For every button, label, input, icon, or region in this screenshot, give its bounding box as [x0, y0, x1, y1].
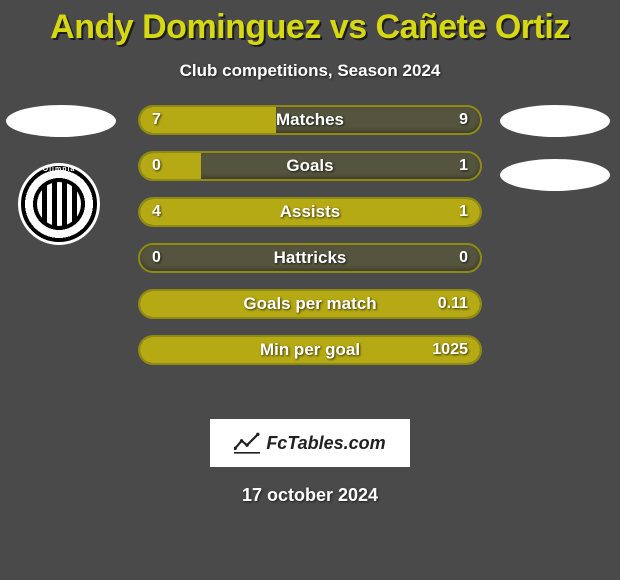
site-logo[interactable]: FcTables.com — [210, 419, 410, 467]
site-logo-text: FcTables.com — [266, 433, 385, 454]
stat-value-left: 7 — [152, 107, 161, 133]
stat-bar: 0 0Hattricks — [138, 243, 482, 273]
comparison-arena: Olimpia 79Matches01Goals41Assists00Hattr… — [0, 105, 620, 405]
comparison-subtitle: Club competitions, Season 2024 — [0, 61, 620, 81]
right-club-badge-placeholder — [500, 159, 610, 191]
left-club-name: Olimpia — [18, 166, 100, 173]
stat-value-right: 0.11 — [438, 291, 468, 317]
stat-value-right: 1 — [459, 153, 468, 179]
stat-bar-fill-left — [140, 153, 201, 179]
right-player-photo-placeholder — [500, 105, 610, 137]
comparison-title: Andy Dominguez vs Cañete Ortiz — [0, 0, 620, 47]
stat-bar-fill-left — [140, 199, 402, 225]
stat-label: Hattricks — [140, 245, 480, 271]
stat-bar: 41Assists — [138, 197, 482, 227]
stat-value-left: 4 — [152, 199, 161, 225]
stat-value-left: 0 — [152, 153, 161, 179]
stat-value-right: 1 — [459, 199, 468, 225]
stat-bar-fill-right — [140, 337, 480, 363]
chart-icon — [234, 432, 260, 454]
left-player-photo-placeholder — [6, 105, 116, 137]
snapshot-date: 17 october 2024 — [0, 485, 620, 506]
stat-value-right: 1025 — [432, 337, 468, 363]
left-club-badge-icon: Olimpia — [18, 163, 100, 245]
stat-value-right: 0 — [459, 245, 468, 271]
stat-value-right: 9 — [459, 107, 468, 133]
stat-bar: 01Goals — [138, 151, 482, 181]
stat-bar: 79Matches — [138, 105, 482, 135]
stat-bar: 0.11Goals per match — [138, 289, 482, 319]
stat-bar: 1025Min per goal — [138, 335, 482, 365]
stat-bar-fill-right — [140, 291, 480, 317]
stat-value-left: 0 — [152, 245, 161, 271]
stat-bars-container: 79Matches01Goals41Assists00Hattricks0.11… — [138, 105, 482, 381]
stat-bar-fill-right — [402, 199, 480, 225]
